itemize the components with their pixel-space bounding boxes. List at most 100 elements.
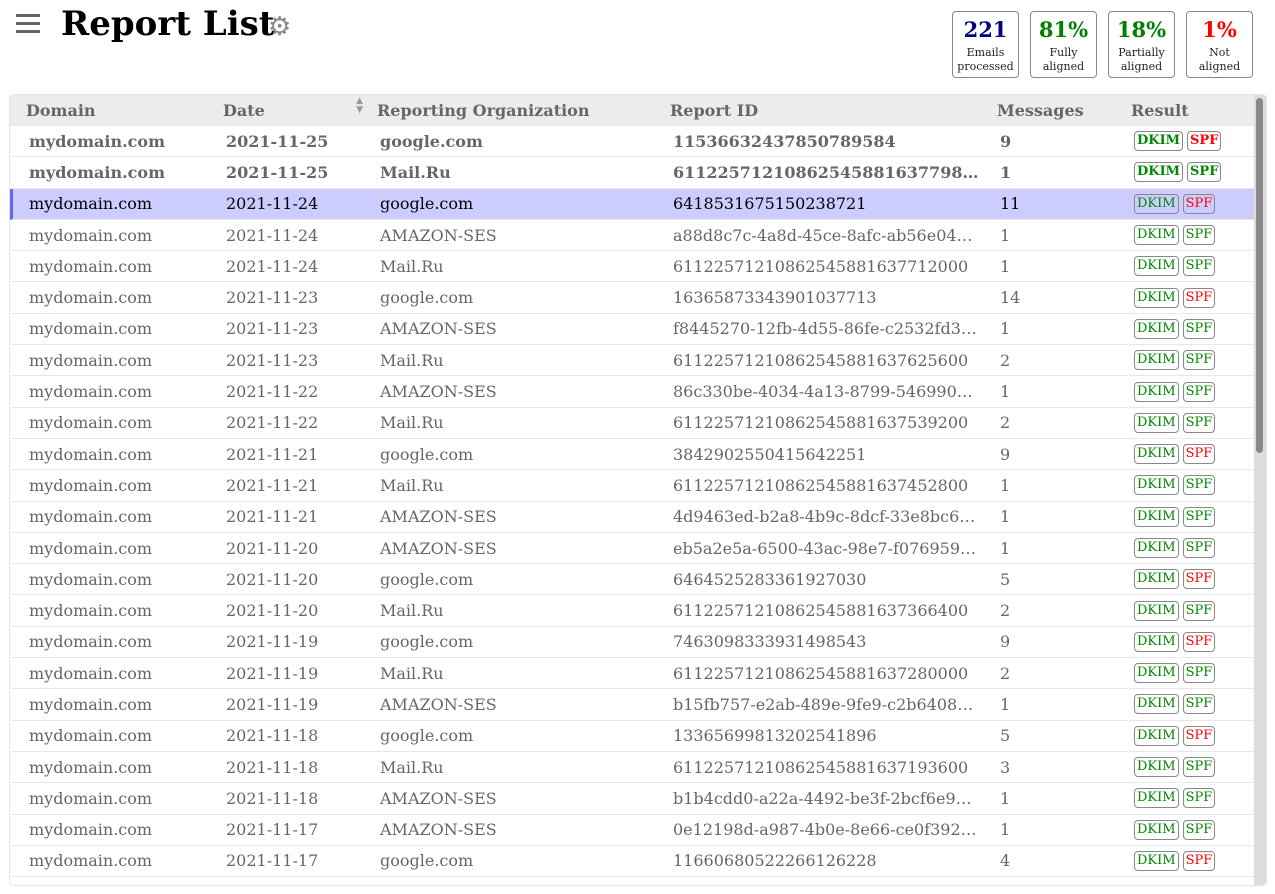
table-row[interactable]: mydomain.com 2021-11-22 AMAZON-SES 86c33… bbox=[10, 376, 1254, 408]
scrollbar[interactable] bbox=[1254, 95, 1266, 885]
stat-label-line: Fully bbox=[1049, 46, 1078, 59]
dkim-badge: DKIM bbox=[1134, 381, 1179, 402]
table-row[interactable]: mydomain.com 2021-11-20 AMAZON-SES eb5a2… bbox=[10, 533, 1254, 565]
table-row[interactable]: mydomain.com 2021-11-24 AMAZON-SES a88d8… bbox=[10, 220, 1254, 252]
cell-report-id: 3842902550415642251 bbox=[673, 444, 867, 464]
table-row[interactable]: mydomain.com 2021-11-18 AMAZON-SES b1b4c… bbox=[10, 783, 1254, 815]
hamburger-menu-button[interactable] bbox=[16, 14, 40, 34]
cell-date: 2021-11-18 bbox=[226, 726, 319, 746]
table-row[interactable]: mydomain.com 2021-11-18 google.com 13365… bbox=[10, 721, 1254, 752]
cell-domain: mydomain.com bbox=[29, 256, 153, 276]
column-date[interactable]: Date ▲ ▼ bbox=[223, 97, 377, 121]
cell-messages: 1 bbox=[1000, 694, 1011, 714]
cell-report-id: 61122571210862545881637625600 bbox=[673, 350, 969, 370]
table-row[interactable]: mydomain.com 2021-11-18 Mail.Ru 61122571… bbox=[10, 752, 1254, 784]
cell-domain: mydomain.com bbox=[29, 507, 153, 527]
cell-date: 2021-11-23 bbox=[226, 319, 319, 339]
cell-messages: 11 bbox=[1000, 194, 1021, 214]
table-row[interactable]: mydomain.com 2021-11-19 google.com 74630… bbox=[10, 627, 1254, 659]
cell-domain: mydomain.com bbox=[29, 413, 153, 433]
cell-organization: Mail.Ru bbox=[380, 256, 444, 276]
table-row[interactable]: mydomain.com 2021-11-25 google.com 11536… bbox=[10, 126, 1254, 158]
stat-label-line: aligned bbox=[1198, 60, 1241, 73]
cell-organization: AMAZON-SES bbox=[380, 319, 497, 339]
cell-organization: Mail.Ru bbox=[380, 413, 444, 433]
cell-report-id: 4d9463ed-b2a8-4b9c-8dcf-33e8bc6… bbox=[673, 507, 976, 527]
cell-domain: mydomain.com bbox=[29, 350, 153, 370]
cell-domain: mydomain.com bbox=[29, 820, 153, 840]
cell-report-id: 61122571210862545881637712000 bbox=[673, 256, 969, 276]
cell-messages: 5 bbox=[1000, 569, 1011, 589]
table-row[interactable]: mydomain.com 2021-11-25 Mail.Ru 61122571… bbox=[10, 157, 1254, 189]
summary-stats: 221 Emails processed 81% Fully aligned 18%… bbox=[952, 11, 1253, 78]
spf-badge: SPF bbox=[1187, 162, 1222, 183]
table-row[interactable]: mydomain.com 2021-11-20 google.com 64645… bbox=[10, 564, 1254, 596]
table-row[interactable]: mydomain.com 2021-11-23 AMAZON-SES f8445… bbox=[10, 314, 1254, 346]
stat-label-line: Partially bbox=[1118, 46, 1165, 59]
scrollbar-thumb[interactable] bbox=[1256, 98, 1263, 453]
table-row[interactable]: mydomain.com 2021-11-22 Mail.Ru 61122571… bbox=[10, 408, 1254, 439]
stat-label: Fully aligned bbox=[1031, 46, 1096, 74]
column-report-id[interactable]: Report ID bbox=[670, 101, 759, 120]
column-result[interactable]: Result bbox=[1131, 101, 1189, 120]
page-title: Report List bbox=[61, 4, 275, 44]
cell-organization: google.com bbox=[380, 131, 483, 151]
cell-organization: AMAZON-SES bbox=[380, 820, 497, 840]
cell-result: DKIM SPF bbox=[1134, 444, 1254, 465]
table-row[interactable]: mydomain.com 2021-11-21 google.com 38429… bbox=[10, 439, 1254, 471]
cell-result: DKIM SPF bbox=[1134, 412, 1254, 433]
table-row[interactable]: mydomain.com 2021-11-19 AMAZON-SES b15fb… bbox=[10, 689, 1254, 721]
table-row[interactable]: mydomain.com 2021-11-23 Mail.Ru 61122571… bbox=[10, 345, 1254, 377]
cell-domain: mydomain.com bbox=[29, 851, 153, 871]
table-row[interactable]: mydomain.com 2021-11-24 google.com 64185… bbox=[10, 188, 1254, 220]
cell-result: DKIM SPF bbox=[1134, 663, 1254, 684]
table-row[interactable]: mydomain.com 2021-11-17 google.com 11660… bbox=[10, 846, 1254, 878]
cell-organization: google.com bbox=[380, 632, 474, 652]
table-row[interactable]: mydomain.com 2021-11-23 google.com 16365… bbox=[10, 282, 1254, 314]
cell-result: DKIM SPF bbox=[1134, 631, 1254, 652]
dkim-badge: DKIM bbox=[1134, 819, 1179, 840]
stat-label: Partially aligned bbox=[1109, 46, 1174, 74]
dkim-badge: DKIM bbox=[1134, 350, 1179, 371]
cell-date: 2021-11-22 bbox=[226, 413, 319, 433]
cell-date: 2021-11-24 bbox=[226, 194, 319, 214]
cell-organization: Mail.Ru bbox=[380, 757, 444, 777]
cell-result: DKIM SPF bbox=[1134, 475, 1254, 496]
cell-messages: 14 bbox=[1000, 288, 1021, 308]
cell-report-id: a88d8c7c-4a8d-45ce-8afc-ab56e04… bbox=[673, 225, 973, 245]
column-messages[interactable]: Messages bbox=[997, 101, 1084, 120]
sort-icon[interactable]: ▲ ▼ bbox=[356, 96, 363, 115]
cell-organization: Mail.Ru bbox=[380, 162, 451, 182]
cell-messages: 1 bbox=[1000, 162, 1012, 182]
table-row[interactable]: mydomain.com 2021-11-21 AMAZON-SES 4d946… bbox=[10, 502, 1254, 533]
cell-messages: 2 bbox=[1000, 413, 1011, 433]
cell-report-id: 61122571210862545881637452800 bbox=[673, 475, 969, 495]
spf-badge: SPF bbox=[1187, 131, 1222, 152]
spf-badge: SPF bbox=[1182, 569, 1216, 590]
table-row[interactable]: mydomain.com 2021-11-17 AMAZON-SES 0e121… bbox=[10, 815, 1254, 846]
cell-report-id: f8445270-12fb-4d55-86fe-c2532fd3… bbox=[673, 319, 977, 339]
dkim-badge: DKIM bbox=[1134, 444, 1179, 465]
gear-icon[interactable]: ⚙ bbox=[268, 12, 292, 42]
cell-messages: 1 bbox=[1000, 820, 1011, 840]
column-reporting-organization[interactable]: Reporting Organization bbox=[377, 101, 590, 120]
cell-date: 2021-11-20 bbox=[226, 601, 319, 621]
stat-value: 18% bbox=[1116, 17, 1167, 42]
cell-date: 2021-11-25 bbox=[226, 162, 329, 182]
cell-date: 2021-11-24 bbox=[226, 256, 319, 276]
cell-result: DKIM SPF bbox=[1134, 788, 1254, 809]
table-row[interactable]: mydomain.com 2021-11-24 Mail.Ru 61122571… bbox=[10, 251, 1254, 283]
cell-messages: 1 bbox=[1000, 256, 1011, 276]
column-domain[interactable]: Domain bbox=[26, 101, 96, 120]
cell-result: DKIM SPF bbox=[1134, 225, 1254, 246]
cell-date: 2021-11-20 bbox=[226, 569, 319, 589]
cell-report-id: 11660680522266126228 bbox=[673, 851, 877, 871]
table-row[interactable]: mydomain.com 2021-11-20 Mail.Ru 61122571… bbox=[10, 595, 1254, 627]
spf-badge: SPF bbox=[1182, 256, 1216, 277]
table-row[interactable]: mydomain.com 2021-11-21 Mail.Ru 61122571… bbox=[10, 470, 1254, 502]
cell-organization: Mail.Ru bbox=[380, 601, 444, 621]
cell-organization: Mail.Ru bbox=[380, 475, 444, 495]
cell-messages: 1 bbox=[1000, 225, 1011, 245]
cell-date: 2021-11-21 bbox=[226, 475, 319, 495]
table-row[interactable]: mydomain.com 2021-11-19 Mail.Ru 61122571… bbox=[10, 658, 1254, 690]
